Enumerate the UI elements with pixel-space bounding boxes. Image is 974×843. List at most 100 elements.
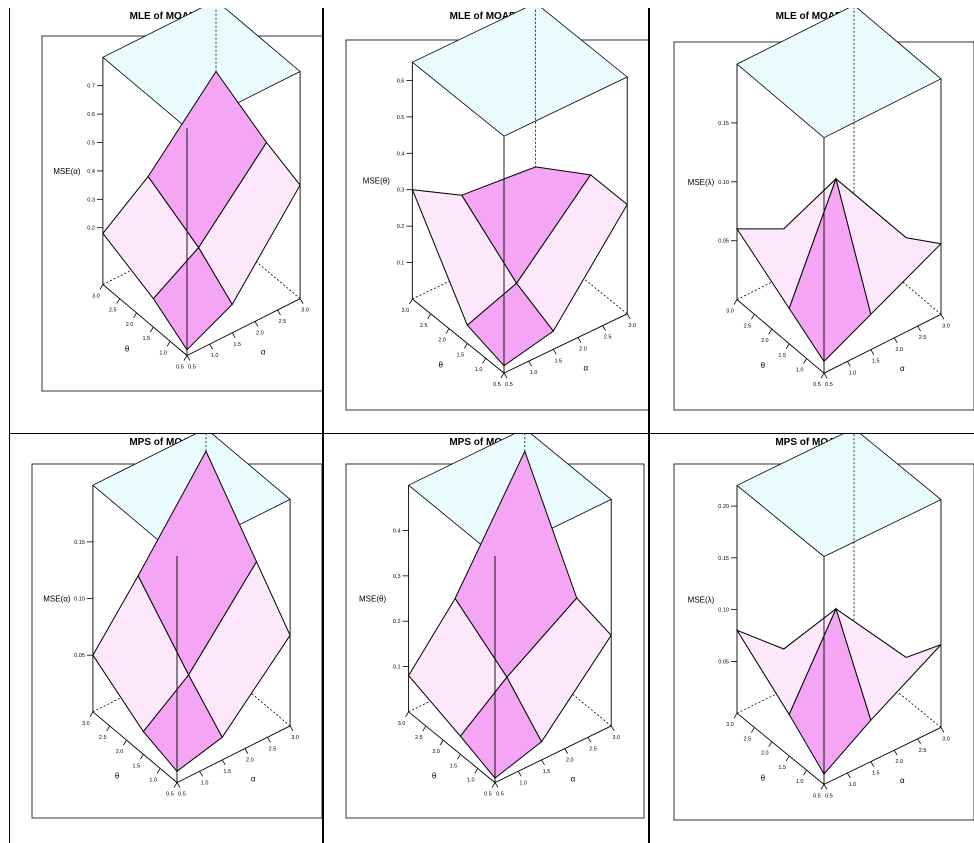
y-tick xyxy=(99,284,104,290)
x-tick xyxy=(823,784,828,790)
box-edge xyxy=(823,313,942,374)
z-tick-label: 0.2 xyxy=(393,619,401,625)
y-tick xyxy=(123,739,127,746)
z-tick-label: 0.2 xyxy=(87,226,95,232)
y-tick-label: 1.5 xyxy=(133,763,141,769)
z-tick-label: 0.05 xyxy=(718,239,729,245)
x-tick xyxy=(940,314,945,320)
z-axis-label: MSE(λ) xyxy=(688,595,715,604)
chart-title: MLE of MOAPP xyxy=(449,11,523,22)
y-tick-label: 0.5 xyxy=(484,792,492,798)
chart-panel: MLE of MOAPP 0.1 0.2 0.3 0.4 0.5 0.6 MSE(θ) 0.5 1… xyxy=(324,8,648,433)
x-tick-label: 2.0 xyxy=(895,759,903,765)
x-tick xyxy=(176,782,181,788)
grid-rule-vertical-left xyxy=(9,8,10,843)
box-edge xyxy=(186,298,301,356)
box-top-face xyxy=(736,434,942,558)
y-tick xyxy=(457,754,461,760)
x-tick-label: 1.5 xyxy=(872,771,880,777)
x-tick xyxy=(626,313,631,320)
y-tick-label: 3.0 xyxy=(726,309,734,315)
y-axis-label: θ xyxy=(115,772,120,781)
y-tick xyxy=(409,298,413,305)
box-edge xyxy=(823,727,942,785)
x-tick xyxy=(893,750,898,756)
y-tick xyxy=(491,782,496,788)
x-tick xyxy=(277,309,281,316)
z-tick-label: 0.4 xyxy=(393,529,401,535)
y-tick xyxy=(405,711,409,718)
surface-facet xyxy=(788,177,872,363)
box-edge xyxy=(102,284,188,356)
y-tick xyxy=(464,343,468,349)
x-tick-label: 3.0 xyxy=(612,735,620,741)
x-tick-label: 3.0 xyxy=(628,323,636,329)
z-axis-label: MSE(θ) xyxy=(363,177,390,186)
y-axis-label: θ xyxy=(761,773,766,782)
x-tick xyxy=(221,759,226,766)
x-tick xyxy=(528,360,532,367)
x-tick xyxy=(541,759,545,766)
x-tick-label: 1.0 xyxy=(849,782,857,788)
z-tick-label: 0.1 xyxy=(397,261,405,267)
surface-facet xyxy=(788,607,872,775)
y-tick xyxy=(500,372,505,379)
x-tick-label: 3.0 xyxy=(942,323,950,329)
y-tick-label: 0.5 xyxy=(176,365,184,371)
y-tick-label: 0.5 xyxy=(493,382,501,388)
y-axis-label: θ xyxy=(125,345,130,354)
y-tick xyxy=(166,341,171,347)
chart-panel: MLE of MOAPP 0.2 0.3 0.4 0.5 0.6 0.7 MSE(α) 0.5 1… xyxy=(10,8,322,433)
z-tick-label: 0.7 xyxy=(87,84,95,90)
z-tick-label: 0.3 xyxy=(397,188,405,194)
y-tick xyxy=(785,755,790,762)
y-tick xyxy=(89,711,94,718)
y-tick-label: 3.0 xyxy=(82,721,90,727)
y-tick xyxy=(751,314,755,320)
z-tick-label: 0.3 xyxy=(393,574,401,580)
y-tick xyxy=(173,782,178,788)
x-tick-label: 2.0 xyxy=(246,758,254,764)
x-tick-label: 0.5 xyxy=(496,792,504,798)
y-tick xyxy=(733,712,738,719)
surface-plot: 0.05 0.10 0.15 MSE(λ) 0.5 1.0 1.5 2.0 2.5 3.0 α 3.0… xyxy=(673,8,974,411)
chart-title: MLE of MOAPP xyxy=(775,11,849,22)
x-tick-label: 1.0 xyxy=(211,353,219,359)
x-tick-label: 1.0 xyxy=(201,780,209,786)
surface-plot: 0.1 0.2 0.3 0.4 0.5 0.6 MSE(θ) 0.5 1.0 1.5 2.0 2.5 3… xyxy=(345,8,648,411)
x-tick-label: 0.5 xyxy=(188,365,196,371)
x-tick xyxy=(577,337,582,343)
chart-panel: MLE of MOAPP 0.05 0.10 0.15 MSE(λ) 0.5 1.0 1.5 2… xyxy=(650,8,974,433)
z-tick-label: 0.05 xyxy=(74,653,85,659)
z-tick-label: 0.15 xyxy=(718,556,729,562)
x-tick xyxy=(267,737,271,743)
y-tick xyxy=(133,312,137,319)
y-tick xyxy=(482,357,487,364)
x-axis-label: α xyxy=(900,776,905,785)
grid-rule-vertical-middle-left xyxy=(322,8,324,843)
box-edge xyxy=(176,725,291,784)
y-tick-label: 2.0 xyxy=(438,338,446,344)
x-tick-label: 2.5 xyxy=(269,746,277,752)
x-tick xyxy=(870,761,875,767)
y-tick xyxy=(785,343,790,349)
y-tick xyxy=(427,313,432,320)
y-tick xyxy=(733,299,738,305)
x-tick-label: 2.0 xyxy=(566,758,574,764)
x-tick-label: 2.5 xyxy=(279,319,287,325)
surface-facet xyxy=(152,246,233,351)
x-axis-label: α xyxy=(571,774,576,783)
chart-title: MLE of MOAPP xyxy=(129,11,203,22)
y-tick xyxy=(803,769,807,776)
chart-panel: MPS of MOAPP 0.05 0.10 0.15 MSE(α) 0.5 1.0 1.5 2… xyxy=(10,434,322,843)
x-tick-label: 2.0 xyxy=(256,330,264,336)
y-tick-label: 2.5 xyxy=(420,323,428,329)
y-tick-label: 0.5 xyxy=(813,793,821,799)
z-axis-label: MSE(θ) xyxy=(359,595,386,604)
z-tick-label: 0.1 xyxy=(393,664,401,670)
x-tick xyxy=(564,748,569,754)
y-tick xyxy=(768,741,773,747)
y-tick xyxy=(156,768,161,774)
y-axis-label: θ xyxy=(761,361,766,370)
